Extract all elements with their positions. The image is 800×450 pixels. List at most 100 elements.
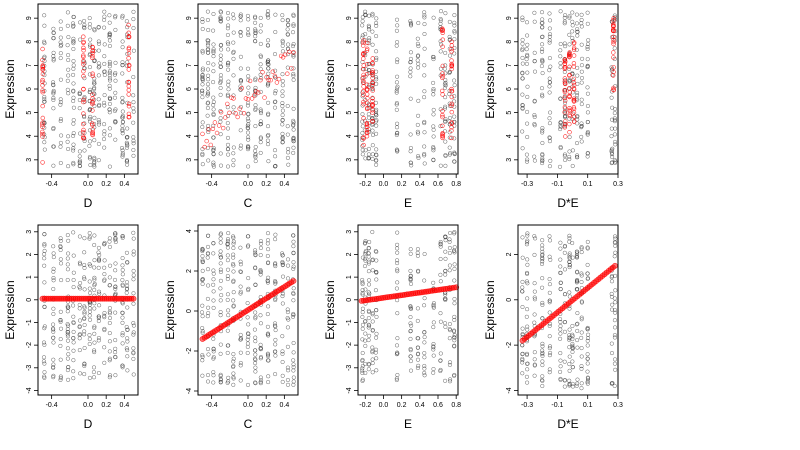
fitted-point — [40, 103, 45, 109]
observed-point — [211, 42, 216, 47]
observed-point — [112, 277, 118, 282]
fitted-point — [370, 110, 375, 115]
y-tick-label: 3 — [186, 158, 193, 162]
observed-point — [125, 354, 130, 359]
observed-point — [442, 296, 447, 301]
observed-point — [87, 65, 92, 70]
observed-point — [579, 381, 584, 386]
observed-point — [65, 10, 70, 15]
observed-point — [525, 296, 530, 301]
fitted-point — [126, 67, 132, 72]
observed-point — [520, 15, 525, 20]
observed-point — [96, 335, 101, 341]
fitted-point — [90, 73, 96, 79]
observed-point — [92, 115, 97, 120]
observed-point — [82, 236, 87, 241]
observed-point — [265, 138, 270, 143]
observed-point — [120, 315, 125, 320]
observed-point — [211, 11, 216, 17]
observed-point — [219, 42, 224, 47]
observed-point — [120, 71, 125, 76]
observed-point — [120, 109, 125, 114]
x-tick-label: 0.6 — [433, 181, 443, 188]
observed-point — [265, 352, 271, 357]
observed-point — [447, 362, 452, 367]
observed-point — [585, 44, 590, 49]
observed-point — [206, 305, 211, 310]
observed-point — [447, 92, 452, 97]
observed-point — [547, 76, 552, 81]
observed-point — [42, 256, 47, 261]
observed-point — [218, 372, 223, 377]
observed-point — [539, 10, 545, 15]
observed-point — [218, 73, 223, 78]
observed-point — [532, 234, 537, 239]
observed-point — [102, 315, 107, 320]
observed-point — [438, 49, 443, 54]
observed-point — [51, 365, 56, 370]
observed-point — [96, 245, 101, 250]
observed-point — [394, 17, 400, 22]
observed-point — [42, 13, 47, 18]
observed-point — [96, 316, 101, 321]
fitted-point — [90, 50, 95, 56]
observed-point — [96, 73, 101, 78]
observed-point — [280, 83, 285, 88]
observed-point — [547, 353, 552, 358]
observed-point — [374, 152, 379, 157]
observed-point — [92, 85, 97, 90]
observed-point — [218, 249, 223, 254]
fitted-point — [80, 129, 86, 135]
observed-point — [422, 351, 427, 356]
fitted-point — [440, 114, 445, 120]
y-tick-label: 9 — [346, 16, 353, 20]
observed-point — [524, 61, 529, 66]
observed-point — [558, 280, 563, 286]
observed-point — [258, 23, 263, 28]
observed-point — [120, 331, 125, 336]
observed-point — [532, 297, 537, 302]
fitted-point — [364, 87, 370, 93]
fitted-point — [237, 106, 242, 111]
observed-point — [113, 119, 118, 124]
observed-point — [558, 257, 563, 262]
observed-point — [245, 13, 250, 18]
observed-point — [107, 164, 112, 169]
observed-point — [131, 9, 136, 14]
observed-point — [585, 42, 591, 47]
observed-point — [66, 91, 71, 96]
observed-point — [574, 12, 579, 17]
observed-point — [540, 140, 545, 146]
observed-point — [238, 146, 243, 151]
observed-point — [395, 261, 400, 266]
observed-point — [558, 123, 563, 128]
observed-point — [131, 138, 136, 143]
observed-point — [120, 95, 125, 100]
observed-point — [265, 142, 271, 147]
observed-point — [131, 321, 136, 326]
observed-point — [82, 363, 87, 368]
y-tick-label: 8 — [186, 40, 193, 44]
fitted-point — [449, 135, 454, 141]
observed-point — [92, 59, 97, 64]
observed-point — [360, 131, 365, 136]
y-tick-label: -3 — [346, 365, 353, 371]
observed-point — [525, 380, 530, 385]
fitted-point — [361, 38, 366, 43]
observed-point — [113, 90, 118, 95]
observed-point — [238, 363, 243, 368]
observed-point — [125, 134, 130, 140]
x-axis-label: E — [404, 196, 412, 210]
observed-point — [408, 274, 413, 279]
observed-point — [567, 306, 572, 311]
observed-point — [65, 139, 70, 144]
observed-point — [245, 382, 251, 387]
observed-point — [395, 86, 400, 91]
observed-point — [131, 153, 136, 158]
observed-point — [51, 106, 56, 111]
observed-point — [612, 240, 617, 245]
observed-point — [51, 244, 56, 249]
observed-point — [107, 43, 112, 49]
observed-point — [291, 145, 296, 150]
observed-point — [291, 375, 296, 380]
